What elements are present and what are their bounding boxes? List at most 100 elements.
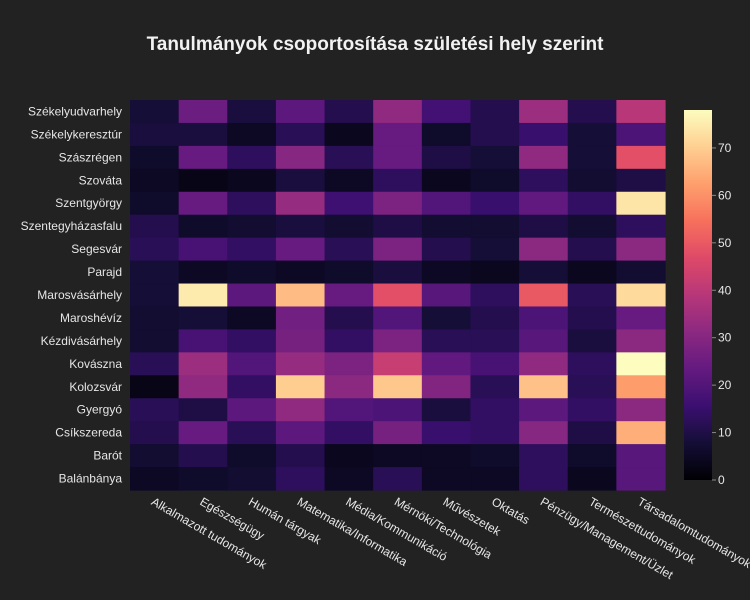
colorbar [684,110,712,480]
chart-title: Tanulmányok csoportosítása születési hel… [147,34,605,55]
heatmap-cell [324,260,374,285]
colorbar-tick-label: 30 [718,331,732,345]
heatmap-cell [470,237,520,262]
heatmap-cell [616,260,666,285]
heatmap-cell [373,191,423,216]
colorbar-tick-label: 60 [718,188,732,202]
heatmap-cell [178,191,228,216]
heatmap-cell [567,283,617,308]
heatmap-cell [130,467,180,491]
heatmap-cell [373,467,423,491]
heatmap-cell [275,214,326,239]
heatmap-cell [130,421,180,445]
heatmap-cell [324,237,374,262]
heatmap-cell [519,398,569,422]
heatmap-cell [130,145,180,170]
heatmap-cell [519,421,569,445]
heatmap-cell [130,306,180,331]
heatmap-cell [130,398,180,422]
heatmap-cell [130,329,180,353]
heatmap-cell [373,306,423,331]
heatmap-cell [421,260,472,285]
heatmap-cell [519,283,569,308]
colorbar-ticks: 0 10 20 30 40 50 60 70 [712,141,732,487]
heatmap-cell [421,444,472,468]
heatmap-cell [421,398,472,422]
heatmap-cell [178,306,228,331]
heatmap-cell [324,191,374,216]
heatmap-cell [421,421,472,445]
heatmap-cell [567,306,617,331]
heatmap-cell [616,100,666,124]
heatmap-cell [227,306,277,331]
heatmap-cell [178,214,228,239]
heatmap-cell [421,283,472,308]
heatmap-cell [470,168,520,193]
y-tick-label: Kézdivásárhely [41,334,122,348]
heatmap-cell [616,329,666,353]
heatmap-cell [373,375,423,399]
heatmap-cell [421,168,472,193]
heatmap-cell [275,352,326,376]
heatmap-cell [227,375,277,399]
heatmap-cell [470,122,520,147]
heatmap-cell [275,237,326,262]
heatmap-cell [470,100,520,124]
heatmap-cell [275,467,326,491]
colorbar-tick-label: 50 [718,236,732,250]
heatmap-cell [470,306,520,331]
heatmap-cell [567,398,617,422]
heatmap-cell [178,237,228,262]
heatmap-cell [421,375,472,399]
heatmap-cell [373,352,423,376]
heatmap-cell [324,444,374,468]
heatmap-cell [324,329,374,353]
heatmap-cell [178,444,228,468]
heatmap-cell [567,444,617,468]
heatmap-cell [178,100,228,124]
heatmap-cell [178,168,228,193]
y-tick-label: Kovászna [69,357,122,371]
y-tick-label: Székelykeresztúr [31,127,122,141]
heatmap-cell [519,100,569,124]
heatmap-cell [275,100,326,124]
heatmap-cell [567,122,617,147]
heatmap-cell [421,237,472,262]
heatmap-cell [421,100,472,124]
heatmap-cell [227,283,277,308]
heatmap-cell [519,352,569,376]
heatmap-cell [519,145,569,170]
heatmap-cell [227,100,277,124]
heatmap-cell [178,398,228,422]
heatmap-cell [421,191,472,216]
heatmap-cell [324,214,374,239]
heatmap-cell [275,398,326,422]
heatmap-cell [373,145,423,170]
heatmap-cell [227,421,277,445]
heatmap-cell [567,237,617,262]
y-tick-label: Székelyudvarhely [28,104,122,118]
heatmap-cell [616,145,666,170]
heatmap-cell [616,214,666,239]
heatmap-cell [178,283,228,308]
heatmap-cell [470,467,520,491]
heatmap-cell [227,145,277,170]
colorbar-tick-label: 10 [718,426,732,440]
heatmap-cell [227,329,277,353]
heatmap-cell [519,214,569,239]
heatmap-cell [324,145,374,170]
heatmap-cell [373,122,423,147]
heatmap-cell [519,306,569,331]
heatmap-cell [373,444,423,468]
heatmap-cell [421,214,472,239]
heatmap-cell [567,214,617,239]
heatmap-cell [519,260,569,285]
heatmap-cell [470,283,520,308]
heatmap-cell [421,352,472,376]
heatmap-cell [324,467,374,491]
heatmap-cell [567,168,617,193]
heatmap-cell [616,168,666,193]
heatmap-cell [275,283,326,308]
heatmap-cells [130,100,666,491]
